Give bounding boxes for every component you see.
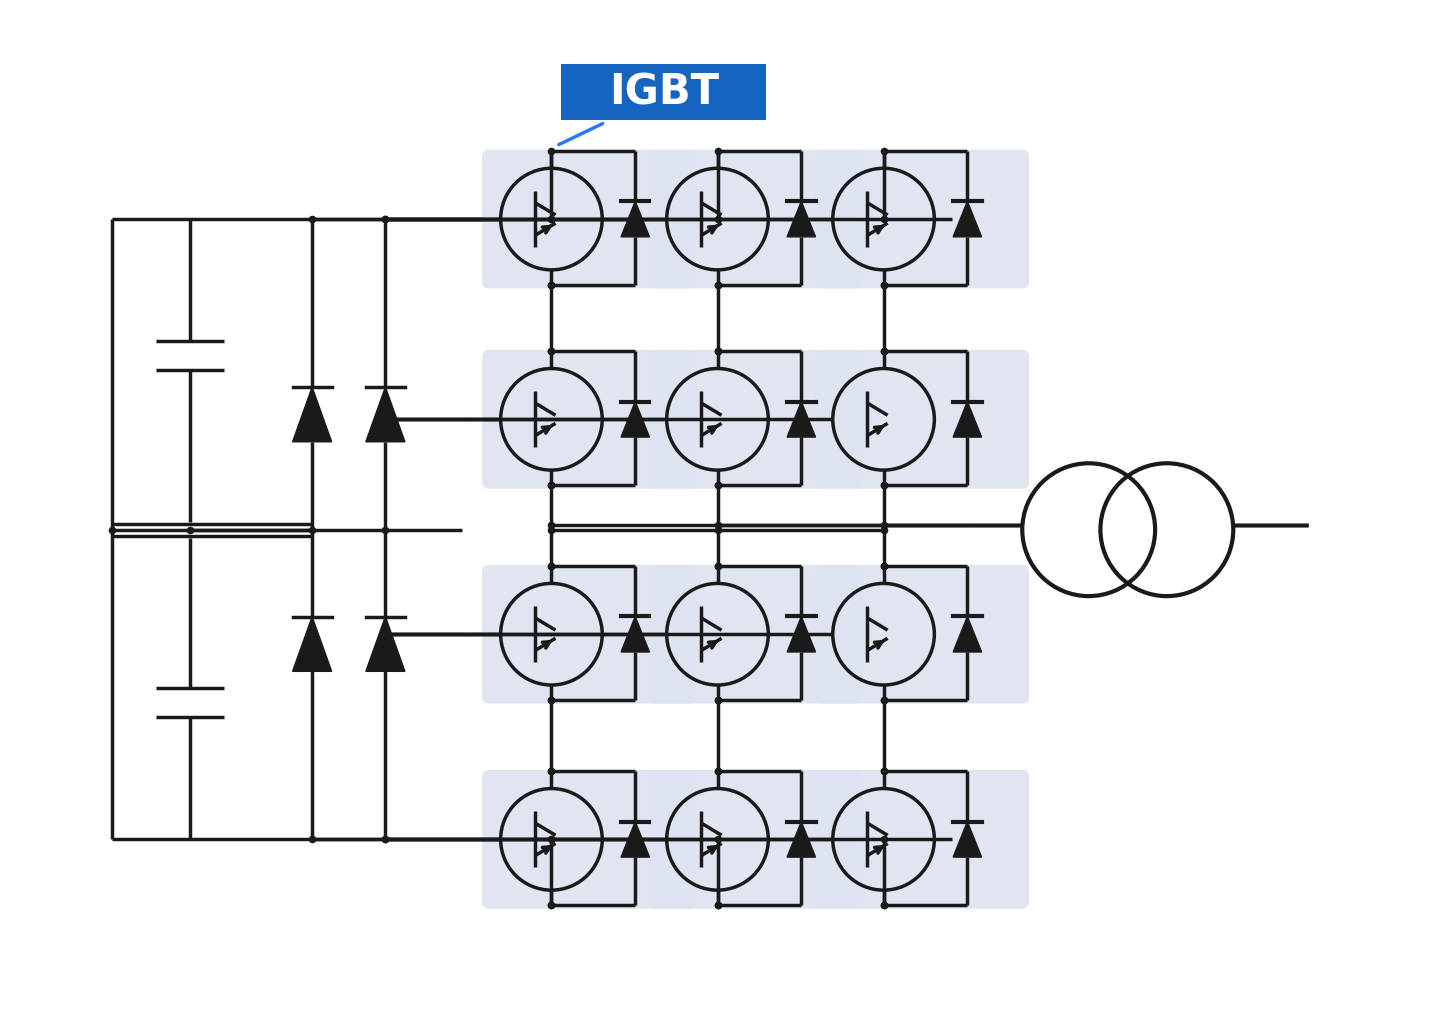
FancyBboxPatch shape — [814, 565, 1029, 703]
Polygon shape — [293, 387, 331, 442]
FancyBboxPatch shape — [814, 770, 1029, 909]
Polygon shape — [953, 401, 982, 437]
FancyBboxPatch shape — [649, 150, 862, 288]
Polygon shape — [366, 616, 405, 671]
Polygon shape — [366, 387, 405, 442]
Polygon shape — [953, 616, 982, 652]
FancyBboxPatch shape — [482, 349, 697, 489]
Polygon shape — [621, 202, 650, 237]
FancyBboxPatch shape — [814, 150, 1029, 288]
FancyBboxPatch shape — [482, 150, 697, 288]
Polygon shape — [786, 202, 815, 237]
FancyBboxPatch shape — [649, 565, 862, 703]
FancyBboxPatch shape — [649, 349, 862, 489]
FancyBboxPatch shape — [482, 565, 697, 703]
Polygon shape — [621, 401, 650, 437]
FancyBboxPatch shape — [561, 64, 766, 120]
Polygon shape — [621, 822, 650, 857]
FancyBboxPatch shape — [649, 770, 862, 909]
Polygon shape — [293, 616, 331, 671]
Polygon shape — [786, 401, 815, 437]
Polygon shape — [953, 202, 982, 237]
Text: IGBT: IGBT — [608, 71, 719, 113]
Polygon shape — [786, 822, 815, 857]
Polygon shape — [786, 616, 815, 652]
FancyBboxPatch shape — [814, 349, 1029, 489]
Polygon shape — [621, 616, 650, 652]
Polygon shape — [953, 822, 982, 857]
FancyBboxPatch shape — [482, 770, 697, 909]
